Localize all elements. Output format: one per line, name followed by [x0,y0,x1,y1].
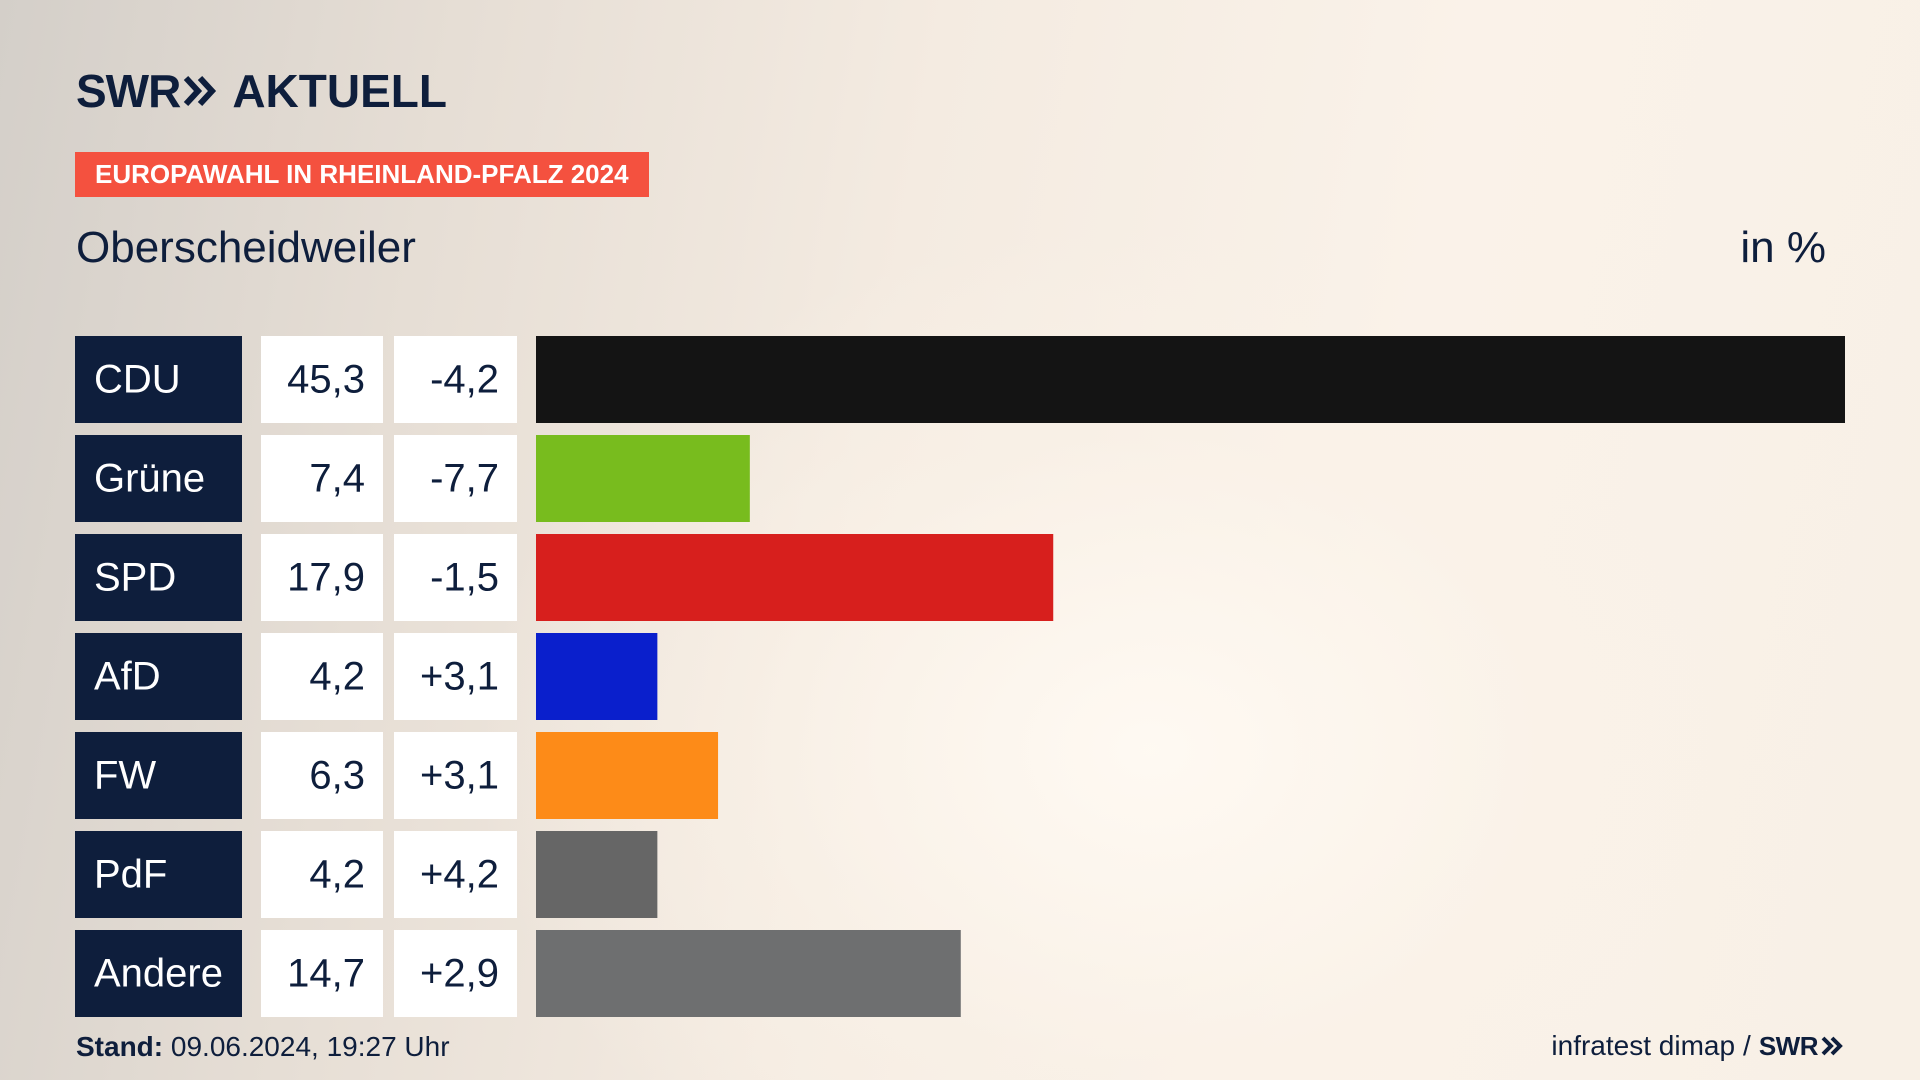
chart-row-4: FW 6,3 +3,1 [75,732,719,819]
party-label: CDU [94,358,181,402]
source-credit: infratest dimap / SWR [1551,1028,1844,1064]
timestamp-value: 09.06.2024, 19:27 Uhr [163,1031,450,1062]
party-label-box [75,336,242,423]
party-label-box [75,732,242,819]
change-cell [394,435,517,522]
change-label: -4,2 [430,358,499,402]
timestamp-label: Stand: [76,1031,164,1062]
change-label: +3,1 [420,754,499,798]
change-label: -1,5 [430,556,499,600]
party-label-box [75,831,242,918]
value-label: 7,4 [309,457,365,501]
change-cell [394,831,517,918]
value-cell [261,831,383,918]
logo-aktuell-text: AKTUELL [232,65,447,117]
change-cell [394,336,517,423]
bar [536,336,1845,423]
party-label-box [75,435,242,522]
swr-aktuell-logo: SWR AKTUELL [76,65,447,117]
double-chevron-icon [184,75,217,107]
source-name: infratest dimap [1551,1030,1736,1061]
chart-row-0: CDU 45,3 -4,2 [75,336,1845,423]
party-label-box [75,930,242,1017]
value-cell [261,336,383,423]
party-label: Andere [94,952,223,996]
bar [536,435,750,522]
source-separator: / [1743,1030,1751,1061]
party-label-box [75,534,242,621]
value-label: 4,2 [309,655,365,699]
bar [536,732,719,819]
value-cell [261,930,383,1017]
change-label: -7,7 [430,457,499,501]
double-chevron-small-icon [1821,1036,1843,1056]
bar [536,930,961,1017]
party-label-box [75,633,242,720]
party-label: PdF [94,853,167,897]
party-label: Grüne [94,457,205,501]
chart-row-5: PdF 4,2 +4,2 [75,831,658,918]
value-cell [261,435,383,522]
change-label: +2,9 [420,952,499,996]
chart-row-6: Andere 14,7 +2,9 [75,930,961,1017]
value-label: 17,9 [287,556,365,600]
change-cell [394,930,517,1017]
chart-row-1: Grüne 7,4 -7,7 [75,435,750,522]
bar [536,633,658,720]
value-cell [261,633,383,720]
chart-subtitle: Oberscheidweiler [76,223,416,272]
party-label: FW [94,754,156,798]
unit-label: in % [1740,223,1826,272]
value-label: 45,3 [287,358,365,402]
change-label: +4,2 [420,853,499,897]
source-brand: SWR [1758,1030,1819,1061]
bar [536,831,658,918]
value-label: 4,2 [309,853,365,897]
chart-row-3: AfD 4,2 +3,1 [75,633,658,720]
value-label: 6,3 [309,754,365,798]
change-cell [394,732,517,819]
logo-swr-text: SWR [76,65,181,117]
timestamp: Stand: 09.06.2024, 19:27 Uhr [76,1030,450,1064]
party-label: SPD [94,556,176,600]
value-cell [261,534,383,621]
change-cell [394,534,517,621]
change-label: +3,1 [420,655,499,699]
value-cell [261,732,383,819]
party-label: AfD [94,655,161,699]
change-cell [394,633,517,720]
chart-row-2: SPD 17,9 -1,5 [75,534,1054,621]
election-badge: EUROPAWAHL IN RHEINLAND-PFALZ 2024 [75,152,649,197]
value-label: 14,7 [287,952,365,996]
bar [536,534,1054,621]
